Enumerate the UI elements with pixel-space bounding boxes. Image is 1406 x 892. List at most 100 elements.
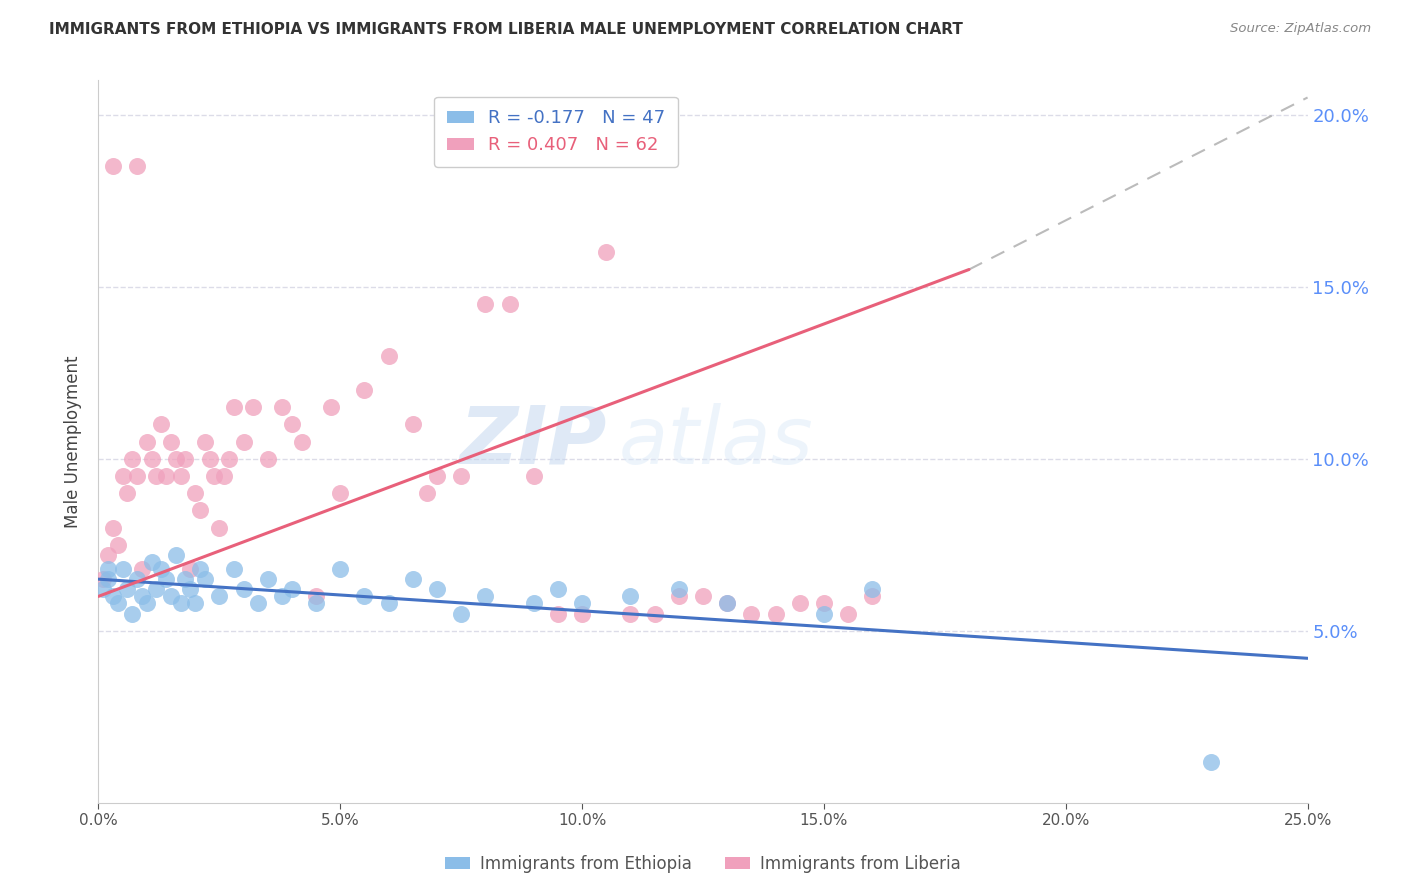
Point xyxy=(789,596,811,610)
Point xyxy=(111,562,134,576)
Point xyxy=(121,451,143,466)
Point xyxy=(416,486,439,500)
Point xyxy=(281,582,304,597)
Point xyxy=(740,607,762,621)
Point xyxy=(860,590,883,604)
Point xyxy=(571,596,593,610)
Point xyxy=(97,572,120,586)
Point xyxy=(813,607,835,621)
Point xyxy=(232,434,254,449)
Point xyxy=(595,245,617,260)
Point xyxy=(184,596,207,610)
Point xyxy=(402,417,425,432)
Point xyxy=(131,562,153,576)
Point xyxy=(305,596,328,610)
Point xyxy=(813,596,835,610)
Point xyxy=(184,486,207,500)
Point xyxy=(141,555,163,569)
Point xyxy=(256,451,278,466)
Point xyxy=(1199,755,1222,769)
Point xyxy=(150,562,173,576)
Point xyxy=(141,451,163,466)
Point xyxy=(474,590,496,604)
Point xyxy=(169,469,191,483)
Point xyxy=(117,486,139,500)
Point xyxy=(107,596,129,610)
Point xyxy=(232,582,254,597)
Point xyxy=(377,596,399,610)
Point xyxy=(523,469,546,483)
Point xyxy=(198,451,221,466)
Point xyxy=(155,469,177,483)
Point xyxy=(179,582,201,597)
Point xyxy=(179,562,201,576)
Point xyxy=(101,520,124,534)
Point xyxy=(169,596,191,610)
Point xyxy=(353,383,375,397)
Point xyxy=(716,596,738,610)
Point xyxy=(402,572,425,586)
Point xyxy=(101,159,124,173)
Legend: R = -0.177   N = 47, R = 0.407   N = 62: R = -0.177 N = 47, R = 0.407 N = 62 xyxy=(434,96,678,167)
Point xyxy=(135,434,157,449)
Point xyxy=(121,607,143,621)
Point xyxy=(377,349,399,363)
Point xyxy=(91,572,114,586)
Point xyxy=(111,469,134,483)
Point xyxy=(256,572,278,586)
Point xyxy=(271,400,294,414)
Point xyxy=(619,590,641,604)
Point xyxy=(281,417,304,432)
Point xyxy=(305,590,328,604)
Point xyxy=(222,400,245,414)
Point xyxy=(242,400,264,414)
Point xyxy=(145,582,167,597)
Point xyxy=(117,582,139,597)
Point xyxy=(155,572,177,586)
Point xyxy=(450,469,472,483)
Point xyxy=(716,596,738,610)
Point xyxy=(329,562,352,576)
Point xyxy=(547,582,569,597)
Point xyxy=(194,572,217,586)
Point xyxy=(97,548,120,562)
Point xyxy=(271,590,294,604)
Point xyxy=(131,590,153,604)
Point xyxy=(165,451,187,466)
Point xyxy=(194,434,217,449)
Point xyxy=(218,451,240,466)
Point xyxy=(668,590,690,604)
Point xyxy=(765,607,787,621)
Point xyxy=(212,469,235,483)
Point xyxy=(160,434,183,449)
Point xyxy=(188,503,211,517)
Point xyxy=(426,582,449,597)
Point xyxy=(107,538,129,552)
Point xyxy=(127,159,149,173)
Point xyxy=(329,486,352,500)
Point xyxy=(319,400,342,414)
Y-axis label: Male Unemployment: Male Unemployment xyxy=(65,355,83,528)
Point xyxy=(208,590,231,604)
Point xyxy=(127,469,149,483)
Text: IMMIGRANTS FROM ETHIOPIA VS IMMIGRANTS FROM LIBERIA MALE UNEMPLOYMENT CORRELATIO: IMMIGRANTS FROM ETHIOPIA VS IMMIGRANTS F… xyxy=(49,22,963,37)
Point xyxy=(135,596,157,610)
Point xyxy=(644,607,666,621)
Point xyxy=(145,469,167,483)
Point xyxy=(208,520,231,534)
Point xyxy=(426,469,449,483)
Point xyxy=(474,297,496,311)
Point xyxy=(174,451,197,466)
Point xyxy=(160,590,183,604)
Point xyxy=(150,417,173,432)
Point xyxy=(165,548,187,562)
Point xyxy=(523,596,546,610)
Point xyxy=(450,607,472,621)
Point xyxy=(188,562,211,576)
Point xyxy=(498,297,520,311)
Point xyxy=(101,590,124,604)
Point xyxy=(860,582,883,597)
Point xyxy=(837,607,859,621)
Point xyxy=(692,590,714,604)
Point xyxy=(127,572,149,586)
